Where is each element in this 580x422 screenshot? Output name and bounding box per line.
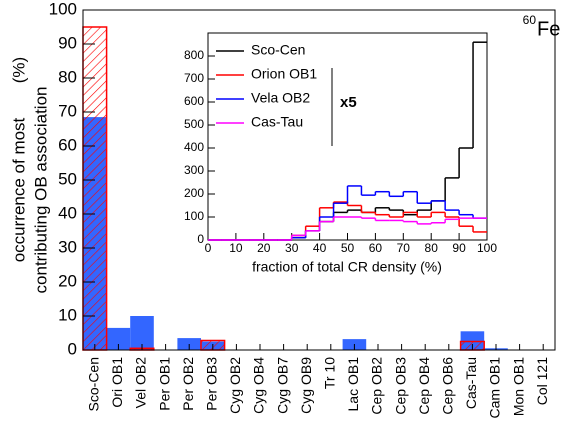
y-tick-label: 400 [184,140,204,154]
y-tick-label: 30 [58,237,77,256]
x-tick-label: 20 [257,241,271,255]
x-tick-label: Per OB2 [180,357,196,411]
y-tick-label: 0 [197,232,204,246]
x-tick-label: Cep OB6 [440,357,456,415]
y-tick-label: 0 [68,339,77,358]
legend-label: Cas-Tau [251,114,303,130]
x-tick-label: Per OB1 [156,357,172,411]
x-tick-label: 10 [229,241,243,255]
y-tick-label: 100 [184,209,204,223]
x-tick-label: 30 [285,241,299,255]
x-tick-label: Cam OB1 [487,357,503,419]
y-tick-label: 200 [184,186,204,200]
x-tick-label: Cep OB3 [392,357,408,415]
bar [130,316,154,350]
y-tick-label: 300 [184,163,204,177]
x-tick-label: 50 [341,241,355,255]
x-tick-label: Cyg OB9 [298,357,314,414]
x-axis-label: fraction of total CR density (%) [252,259,442,275]
bar [82,26,108,351]
y-tick-label: 600 [184,94,204,108]
x-tick-label: Cas-Tau [463,357,479,409]
scale-note: x5 [340,94,357,111]
y-tick-label: 40 [58,203,77,222]
x-tick-label: Cyg OB7 [274,357,290,414]
x-tick-label: Ori OB1 [109,357,125,408]
y-tick-label: 90 [58,33,77,52]
y-tick-label: 100 [49,0,77,18]
plot-frame [82,9,556,351]
x-tick-label: 90 [452,241,466,255]
x-tick-label: Vel OB2 [133,357,149,409]
x-tick-label: 40 [313,241,327,255]
y-tick-label: 80 [58,67,77,86]
y-unit: (%) [9,57,28,83]
x-tick-label: 60 [369,241,383,255]
x-tick-label: Mon OB1 [510,357,526,416]
x-tick-label: 70 [397,241,411,255]
legend-label: Sco-Cen [251,42,305,58]
x-tick-label: Tr 10 [322,357,338,389]
y-label: contributing OB association [31,87,50,294]
y-tick-label: 50 [58,169,77,188]
x-tick-label: Lac OB1 [345,357,361,412]
x-tick-label: Cyg OB2 [227,357,243,414]
y-tick-label: 800 [184,48,204,62]
x-tick-label: Cep OB2 [369,357,385,415]
y-tick-label: 700 [184,71,204,85]
y-tick-label: 70 [58,101,77,120]
legend-label: Orion OB1 [251,66,317,82]
bar [106,327,131,350]
x-tick-label: Cyg OB4 [251,357,267,414]
x-tick-label: 100 [477,241,497,255]
isotope-mass: 60 [523,13,537,27]
y-label: occurrence of most [9,117,28,262]
x-tick-label: 0 [205,241,212,255]
x-tick-label: Col 121 [534,357,550,405]
x-tick-label: Per OB3 [204,357,220,411]
x-tick-label: Cep OB4 [416,357,432,415]
y-tick-label: 10 [58,305,77,324]
x-tick-label: Sco-Cen [86,357,102,411]
y-tick-label: 20 [58,271,77,290]
y-tick-label: 500 [184,117,204,131]
legend-label: Vela OB2 [251,90,310,106]
isotope-element: Fe [537,18,560,40]
y-tick-label: 60 [58,135,77,154]
x-tick-label: 80 [425,241,439,255]
